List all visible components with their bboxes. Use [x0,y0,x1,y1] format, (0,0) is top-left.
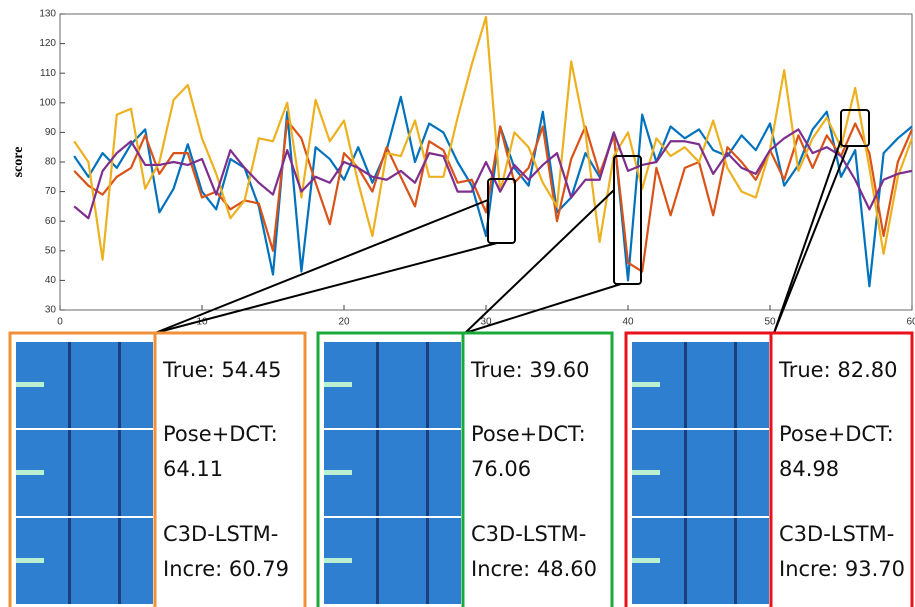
callout-box [613,155,642,285]
example-panel: True: 82.80 Pose+DCT: 84.98 C3D-LSTM- Incre:… [624,331,914,607]
panel-text: True: 82.80 [778,358,897,382]
lane-line [68,430,71,516]
panel-text: C3D-LSTM- [779,522,894,546]
lane-line [426,430,429,516]
y-tick-label: 110 [40,68,56,79]
y-tick-label: 40 [45,275,57,286]
lane-line [118,518,121,604]
board [632,382,660,387]
callout-line [773,145,849,334]
y-tick-label: 50 [45,245,57,256]
example-panel: True: 39.60 Pose+DCT: 76.06 C3D-LSTM- Incre:… [316,331,614,607]
panel-text: Incre: 93.70 [779,557,905,581]
panel-text: C3D-LSTM- [163,522,278,546]
y-axis-label: score [11,147,26,178]
y-tick-label: 120 [39,38,56,49]
panel-text: Pose+DCT: [779,422,894,446]
lane-line [684,342,687,428]
lane-line [734,342,737,428]
lane-line [118,430,121,516]
board [324,470,352,475]
lane-line [376,518,379,604]
lane-line [426,518,429,604]
panel-border [8,331,307,607]
x-tick-label: 10 [196,317,208,328]
lane-line [426,342,429,428]
board [324,558,352,563]
x-tick-label: 20 [338,317,350,328]
lane-line [734,518,737,604]
board [16,558,44,563]
panel-border [624,331,914,607]
board [324,382,352,387]
y-tick-label: 30 [45,305,57,316]
x-tick-label: 0 [57,317,63,328]
callout-line [154,242,498,334]
lane-line [376,430,379,516]
series-line [73,119,914,273]
callout-box [840,109,870,147]
x-tick-label: 30 [480,317,492,328]
panel-text: True: 39.60 [470,358,589,382]
x-tick-label: 40 [622,317,634,328]
callout-line [773,139,842,334]
panel-text: Incre: 60.79 [163,557,289,581]
series-line [73,15,914,261]
panel-border [316,331,614,607]
lane-line [68,342,71,428]
panel-text: 84.98 [779,457,839,481]
panel-text: 64.11 [163,457,223,481]
panel-text: 76.06 [471,457,531,481]
board [16,382,44,387]
panel-text: Pose+DCT: [471,422,586,446]
y-tick-label: 70 [45,186,57,197]
y-tick-label: 90 [45,127,57,138]
x-tick-label: 50 [764,317,776,328]
lane-line [684,518,687,604]
panel-text: C3D-LSTM- [471,522,586,546]
y-tick-label: 100 [39,97,56,108]
panel-text: True: 54.45 [162,358,281,382]
lane-line [684,430,687,516]
callouts [154,109,870,334]
y-tick-label: 80 [45,157,57,168]
board [632,470,660,475]
x-tick-label: 60 [906,317,915,328]
series-line [73,128,913,220]
callout-line [154,199,489,334]
board [16,470,44,475]
panel-text: Incre: 48.60 [471,557,597,581]
example-panel: True: 54.45 Pose+DCT: 64.11 C3D-LSTM- Incre:… [8,331,307,607]
lane-line [376,342,379,428]
y-tick-label: 130 [39,9,56,20]
callout-box [487,178,516,244]
y-tick-label: 60 [45,216,57,227]
board [632,558,660,563]
callout-line [464,283,622,334]
lane-line [734,430,737,516]
lane-line [118,342,121,428]
lane-line [68,518,71,604]
panel-text: Pose+DCT: [163,422,278,446]
callout-line [464,189,615,334]
